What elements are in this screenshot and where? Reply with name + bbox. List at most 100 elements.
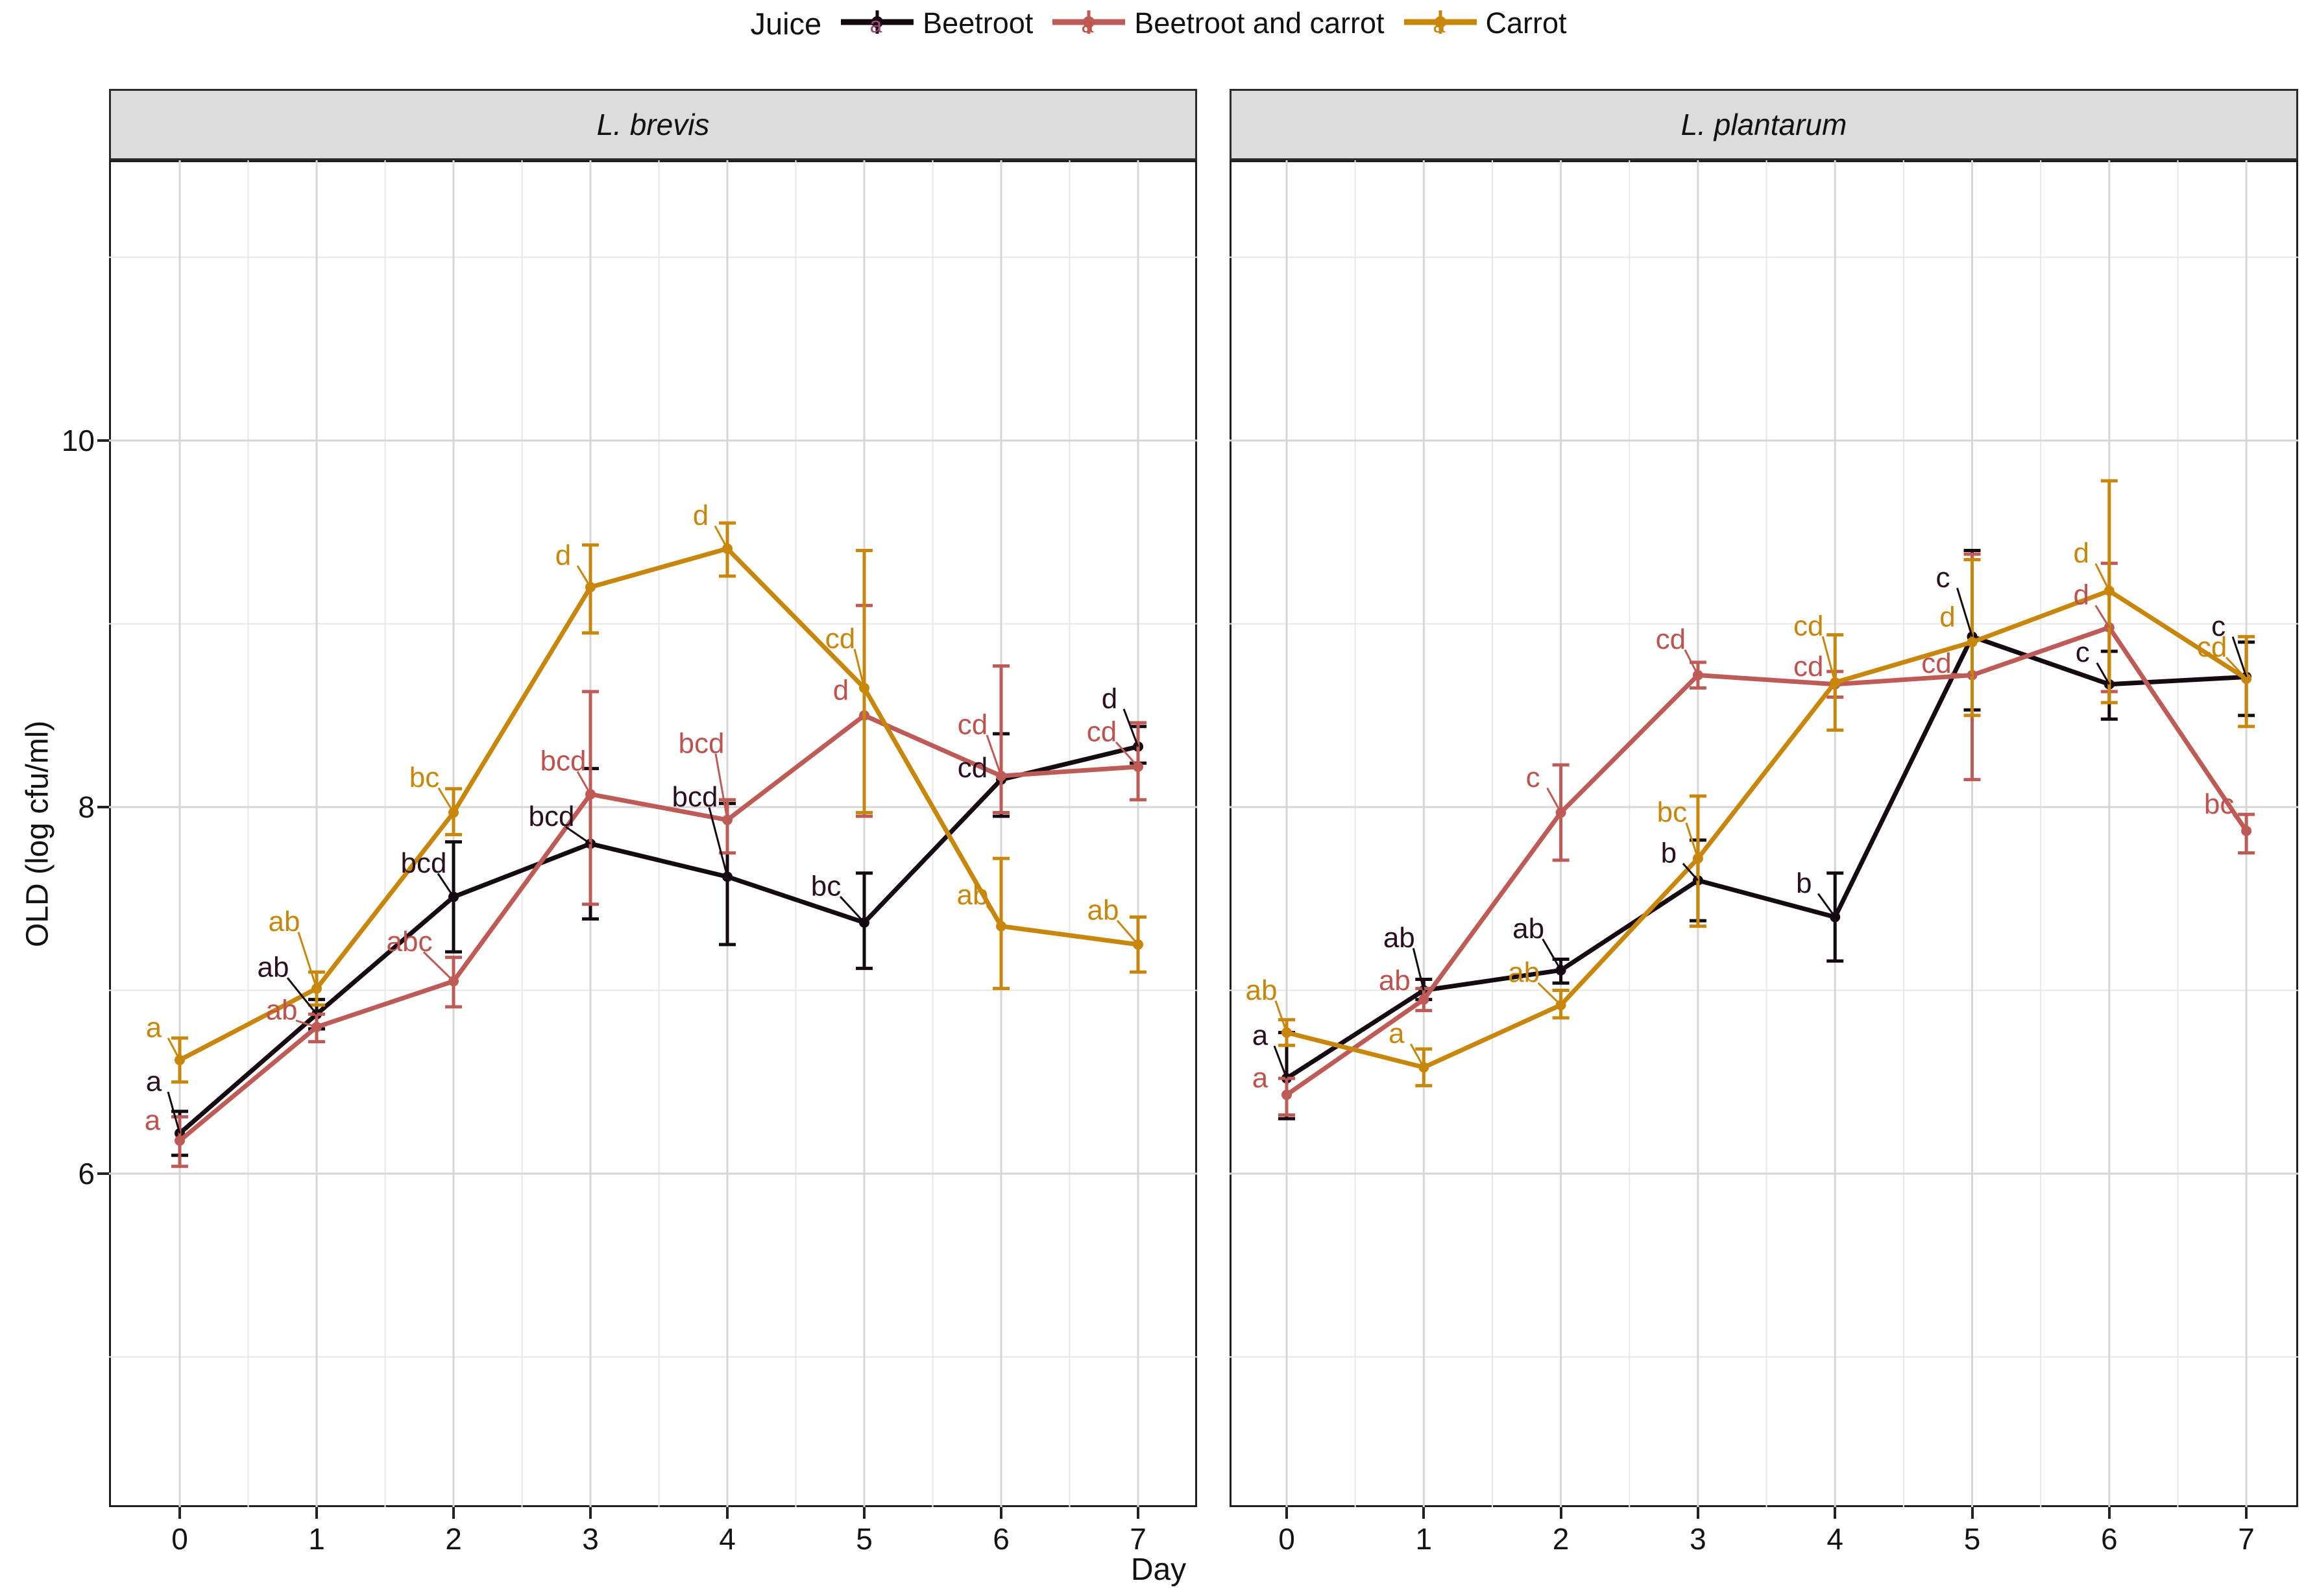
sig-letter-beetroot_carrot-day2: abc [387,926,433,958]
sig-letter-carrot-day0: ab [1246,974,1278,1006]
sig-letter-beetroot_carrot-day0: a [1252,1062,1268,1094]
sig-letter-beetroot_carrot-day5: d [833,674,849,706]
x-tick-mark [1000,1507,1002,1519]
series-line-beetroot [1285,634,2247,1081]
x-tick-mark [726,1507,729,1519]
label-connector [1412,948,1425,991]
x-tick-mark [315,1507,318,1519]
x-tick-label: 2 [1552,1522,1570,1556]
data-point-beetroot_carrot-day0 [1281,1089,1292,1100]
facet-strip: L. brevis [109,89,1197,160]
sig-letter-beetroot_carrot-day3: bcd [540,745,587,777]
sig-letter-beetroot-day3: b [1661,838,1677,869]
label-connector [1542,938,1562,971]
sig-letter-beetroot-day2: bcd [401,847,447,879]
label-connector [2094,562,2111,592]
data-point-carrot-day1 [1418,1062,1429,1073]
label-connector [1817,893,1836,918]
label-connector [1409,1043,1425,1068]
facet-title: L. plantarum [1680,108,1847,141]
sig-letter-beetroot_carrot-day5: cd [1921,647,1951,679]
label-connector [1274,1000,1288,1033]
sig-letter-carrot-day6: d [2074,537,2089,569]
sig-letter-beetroot_carrot-day6: cd [958,708,988,740]
data-point-beetroot_carrot-day0 [175,1135,185,1146]
plot-area: a ab ab b b c c c a ab c cd cd cd d bc ab a ab bc cd d d cd [1230,160,2298,1507]
x-tick-label: 1 [1415,1522,1433,1556]
sig-letter-carrot-day1: a [1389,1018,1405,1050]
facet-strip: L. plantarum [1230,89,2298,160]
facet-panel-l-brevis: L. brevis a ab bcd bcd bcd bc cd d a ab abc bcd bcd d… [109,89,1197,1507]
label-connector [839,895,866,923]
plot-area: a ab bcd bcd bcd bc cd d a ab abc bcd bcd d cd cd a ab bc d… [109,160,1197,1507]
sig-letter-carrot-day6: ab [957,879,989,911]
data-point-beetroot-day2 [1555,965,1566,976]
label-connector [2226,657,2248,680]
label-connector [2232,814,2248,832]
series-line-beetroot_carrot [1285,625,2249,1097]
data-point-beetroot_carrot-day2 [1555,807,1566,818]
sig-letter-beetroot_carrot-day4: cd [1793,651,1823,683]
y-tick-mark [97,806,109,808]
x-tick-mark [178,1507,181,1519]
label-connector [853,649,866,688]
sig-letter-beetroot_carrot-day6: d [2074,579,2089,611]
label-connector [1122,708,1139,747]
label-connector [1273,1045,1288,1079]
x-tick-mark [452,1507,455,1519]
sig-letter-beetroot-day5: c [1936,562,1950,594]
label-connector [2094,605,2111,628]
label-connector [297,932,318,989]
x-tick-mark [1422,1507,1425,1519]
series-line-beetroot_carrot [178,713,1139,1143]
y-tick-mark [97,1172,109,1175]
sig-letter-beetroot-day3: bcd [529,801,575,832]
sig-letter-beetroot-day5: bc [811,870,841,902]
facet-panel-l-plantarum: L. plantarum a ab ab b b c c c a ab c cd cd cd d bc ab a a… [1230,89,2298,1507]
legend-key-beetroot_carrot: a [1052,10,1126,38]
sig-letter-beetroot-day7: c [2211,611,2226,642]
legend-key-letter: a [1082,13,1094,38]
label-connector [1685,822,1699,859]
sig-letter-beetroot-day6: c [2076,636,2090,668]
sig-letter-beetroot_carrot-day0: a [145,1105,161,1137]
label-connector [1684,649,1699,676]
x-tick-label: 4 [1826,1522,1843,1556]
label-connector [1950,673,1972,677]
x-tick-label: 2 [445,1522,462,1556]
x-tick-mark [2107,1507,2111,1519]
legend-label-beetroot_carrot: Beetroot and carrot [1134,6,1385,40]
x-tick-label: 4 [719,1522,736,1556]
sig-letter-carrot-day0: a [146,1011,162,1043]
sig-letter-carrot-day1: ab [269,906,300,937]
series-line-carrot [178,546,1139,1062]
label-connector [1537,982,1562,1006]
x-tick-mark [1285,1507,1288,1519]
y-tick-label: 10 [61,424,95,457]
sig-letter-beetroot-day1: ab [1383,922,1415,954]
sig-letter-carrot-day7: cd [2197,631,2227,663]
legend-item-carrot: a Carrot [1401,3,1567,44]
series-line-beetroot [178,744,1139,1135]
legend-key-carrot: a [1403,10,1477,38]
label-connector [437,873,455,898]
legend-title: Juice [750,6,822,41]
sig-letter-beetroot-day6: cd [958,752,988,784]
x-tick-label: 0 [171,1522,188,1556]
sig-letter-carrot-day4: d [693,500,709,531]
sig-letter-carrot-day5: d [1939,601,1955,633]
sig-letter-beetroot-day1: ab [258,952,289,984]
sig-letter-beetroot-day2: ab [1512,913,1544,945]
sig-letter-carrot-day3: d [555,540,571,572]
sig-letter-beetroot_carrot-day1: ab [266,995,298,1026]
x-tick-mark [1834,1507,1837,1519]
label-connector [295,1019,317,1028]
label-connector [1115,741,1139,768]
x-tick-label: 6 [2101,1522,2118,1556]
x-tick-label: 0 [1278,1522,1295,1556]
x-tick-label: 7 [1130,1522,1146,1556]
y-tick-mark [97,439,109,442]
label-connector [167,1091,181,1134]
